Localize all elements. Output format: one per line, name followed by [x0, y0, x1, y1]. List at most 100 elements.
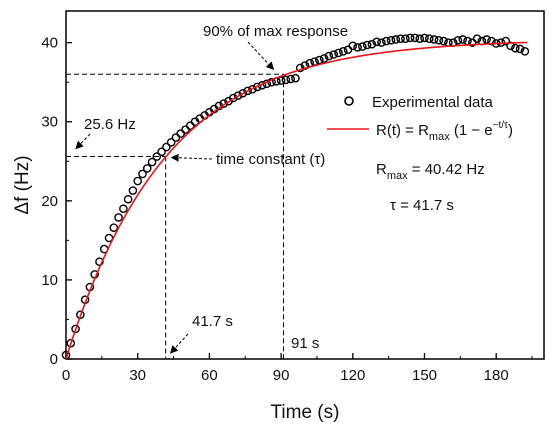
- data-point: [381, 36, 391, 46]
- annotation-90-percent: 90% of max response: [203, 23, 348, 40]
- data-point: [66, 338, 76, 348]
- data-point: [410, 33, 420, 43]
- x-axis-title: Time (s): [271, 402, 340, 423]
- data-point: [439, 36, 448, 46]
- data-point: [343, 45, 353, 55]
- y-tick-label: 10: [41, 272, 58, 289]
- arrow-90-percent: [247, 41, 275, 71]
- data-point: [281, 75, 291, 85]
- data-point: [338, 47, 348, 56]
- data-point: [420, 33, 429, 43]
- data-point: [138, 169, 147, 179]
- fit-lhs: R(t) = R: [376, 122, 429, 139]
- data-point: [171, 133, 181, 142]
- data-point: [142, 164, 152, 173]
- rmax-sub: max: [387, 170, 408, 182]
- data-point: [472, 34, 482, 43]
- y-tick-label: 20: [41, 193, 58, 210]
- data-points: [61, 33, 530, 360]
- data-point: [329, 50, 338, 59]
- annotation-arrows: [75, 41, 275, 354]
- data-point: [358, 42, 367, 51]
- y-tick-label: 40: [41, 35, 58, 52]
- data-point: [238, 88, 248, 98]
- data-point: [367, 39, 377, 49]
- annotation-tau-frequency: 25.6 Hz: [84, 116, 136, 133]
- fit-exp-sup: −t/τ: [493, 120, 508, 131]
- legend-marker-data: [344, 96, 354, 106]
- x-tick-label: 120: [340, 367, 365, 384]
- data-point: [405, 33, 415, 43]
- annotation-tau-time: 41.7 s: [192, 313, 233, 330]
- data-point: [243, 86, 252, 96]
- data-point: [109, 223, 119, 233]
- x-tick-label: 90: [273, 367, 290, 384]
- data-point: [391, 35, 401, 44]
- axis-ticks: 0 30 60 90 120 150 180 0 10 20 30 40: [41, 35, 533, 384]
- data-point: [248, 85, 257, 94]
- annotation-time-constant: time constant (τ): [216, 151, 325, 168]
- arrow-tau-frequency: [75, 133, 91, 150]
- data-point: [520, 47, 530, 56]
- data-point: [401, 34, 410, 43]
- plot-frame: [65, 10, 545, 360]
- data-point: [348, 41, 358, 51]
- data-point: [133, 176, 142, 186]
- data-point: [114, 213, 123, 222]
- fit-paren-open: (1 − e: [450, 122, 493, 139]
- rmax-r: R: [376, 161, 387, 178]
- data-point: [415, 34, 425, 43]
- data-point: [463, 36, 472, 46]
- data-point: [377, 38, 386, 47]
- x-tick-label: 0: [62, 367, 70, 384]
- data-point: [176, 129, 186, 138]
- legend-label-data: Experimental data: [372, 94, 494, 111]
- data-point: [286, 74, 295, 84]
- data-point: [482, 35, 491, 44]
- data-point: [228, 93, 238, 103]
- rmax-val: = 40.42 Hz: [408, 161, 485, 178]
- data-point: [147, 157, 157, 167]
- data-point: [515, 44, 525, 54]
- data-point: [315, 55, 324, 65]
- legend-rmax-value: Rmax = 40.42 Hz: [376, 161, 485, 182]
- y-tick-label: 0: [50, 351, 58, 368]
- y-tick-label: 30: [41, 114, 58, 131]
- data-point: [181, 125, 190, 134]
- x-tick-label: 30: [129, 367, 146, 384]
- fit-paren-close: ): [508, 122, 513, 139]
- legend-tau-value: τ = 41.7 s: [390, 197, 454, 214]
- data-point: [334, 48, 343, 58]
- arrow-tau-time: [169, 333, 189, 354]
- data-point: [310, 57, 319, 66]
- arrow-time-constant: [170, 153, 213, 162]
- data-point: [324, 51, 334, 61]
- x-tick-label: 60: [201, 367, 218, 384]
- x-tick-label: 180: [484, 367, 509, 384]
- data-point: [396, 34, 405, 43]
- data-point: [372, 37, 382, 47]
- legend-label-fit: R(t) = Rmax (1 − e−t/τ): [376, 120, 513, 143]
- data-point: [511, 43, 520, 53]
- y-axis-title: Δf (Hz): [12, 155, 33, 214]
- data-point: [434, 35, 444, 45]
- data-point: [119, 204, 128, 214]
- legend: Experimental data R(t) = Rmax (1 − e−t/τ…: [327, 94, 513, 214]
- data-point: [487, 36, 496, 46]
- data-point: [458, 35, 468, 44]
- fit-lhs-sub: max: [429, 131, 450, 143]
- data-point: [291, 73, 300, 83]
- data-point: [128, 186, 138, 195]
- x-tick-label: 150: [412, 367, 437, 384]
- data-point: [453, 35, 463, 45]
- fit-curve: [65, 41, 528, 360]
- data-point: [386, 35, 396, 45]
- data-point: [71, 324, 80, 334]
- fit-curve-group: [65, 41, 528, 360]
- guide-lines: [66, 73, 284, 359]
- data-point: [152, 152, 162, 161]
- data-point: [501, 36, 511, 46]
- data-point: [162, 142, 171, 152]
